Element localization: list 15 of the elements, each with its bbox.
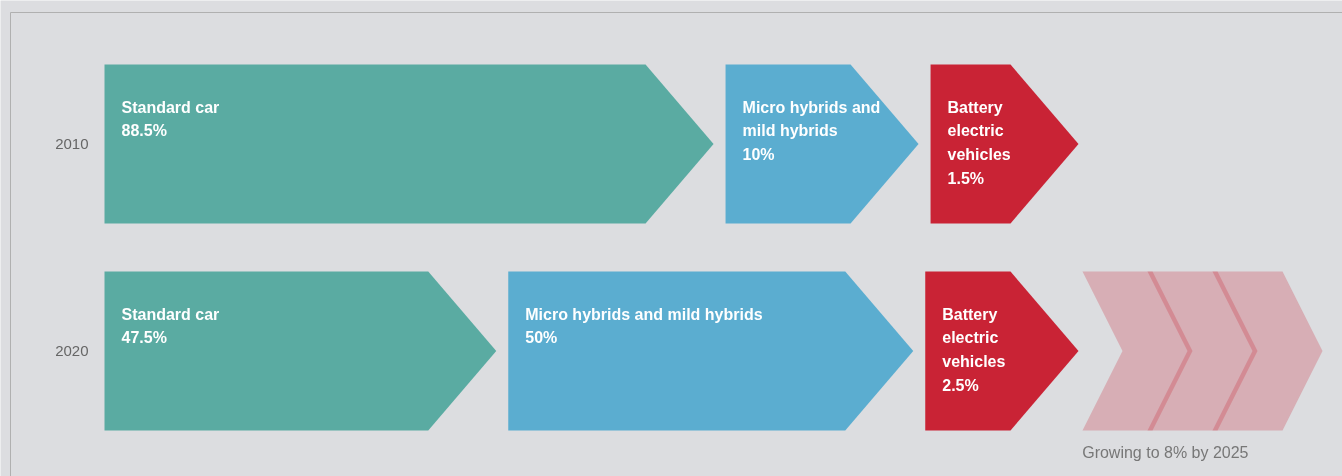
text: Battery electric vehicles xyxy=(942,305,1006,371)
category-label: 2020 xyxy=(55,342,89,359)
series-label: Standard car xyxy=(121,98,220,116)
series-label: Micro hybrids and mild hybrids xyxy=(742,98,881,140)
data-label: 88.5% xyxy=(121,122,167,140)
data-label: 50% xyxy=(525,329,558,347)
data-label: 2.5% xyxy=(942,376,979,394)
text: Micro hybrids and mild hybrids xyxy=(525,305,763,323)
data-label: 10% xyxy=(742,146,775,164)
text: Standard car xyxy=(121,305,220,323)
data-label: 47.5% xyxy=(121,329,167,347)
category-label: 2010 xyxy=(55,135,89,152)
data-label: 1.5% xyxy=(947,169,985,187)
text: Growing to 8% by 2025 xyxy=(1082,444,1249,461)
series-label: Battery electric vehicles xyxy=(947,98,1011,164)
